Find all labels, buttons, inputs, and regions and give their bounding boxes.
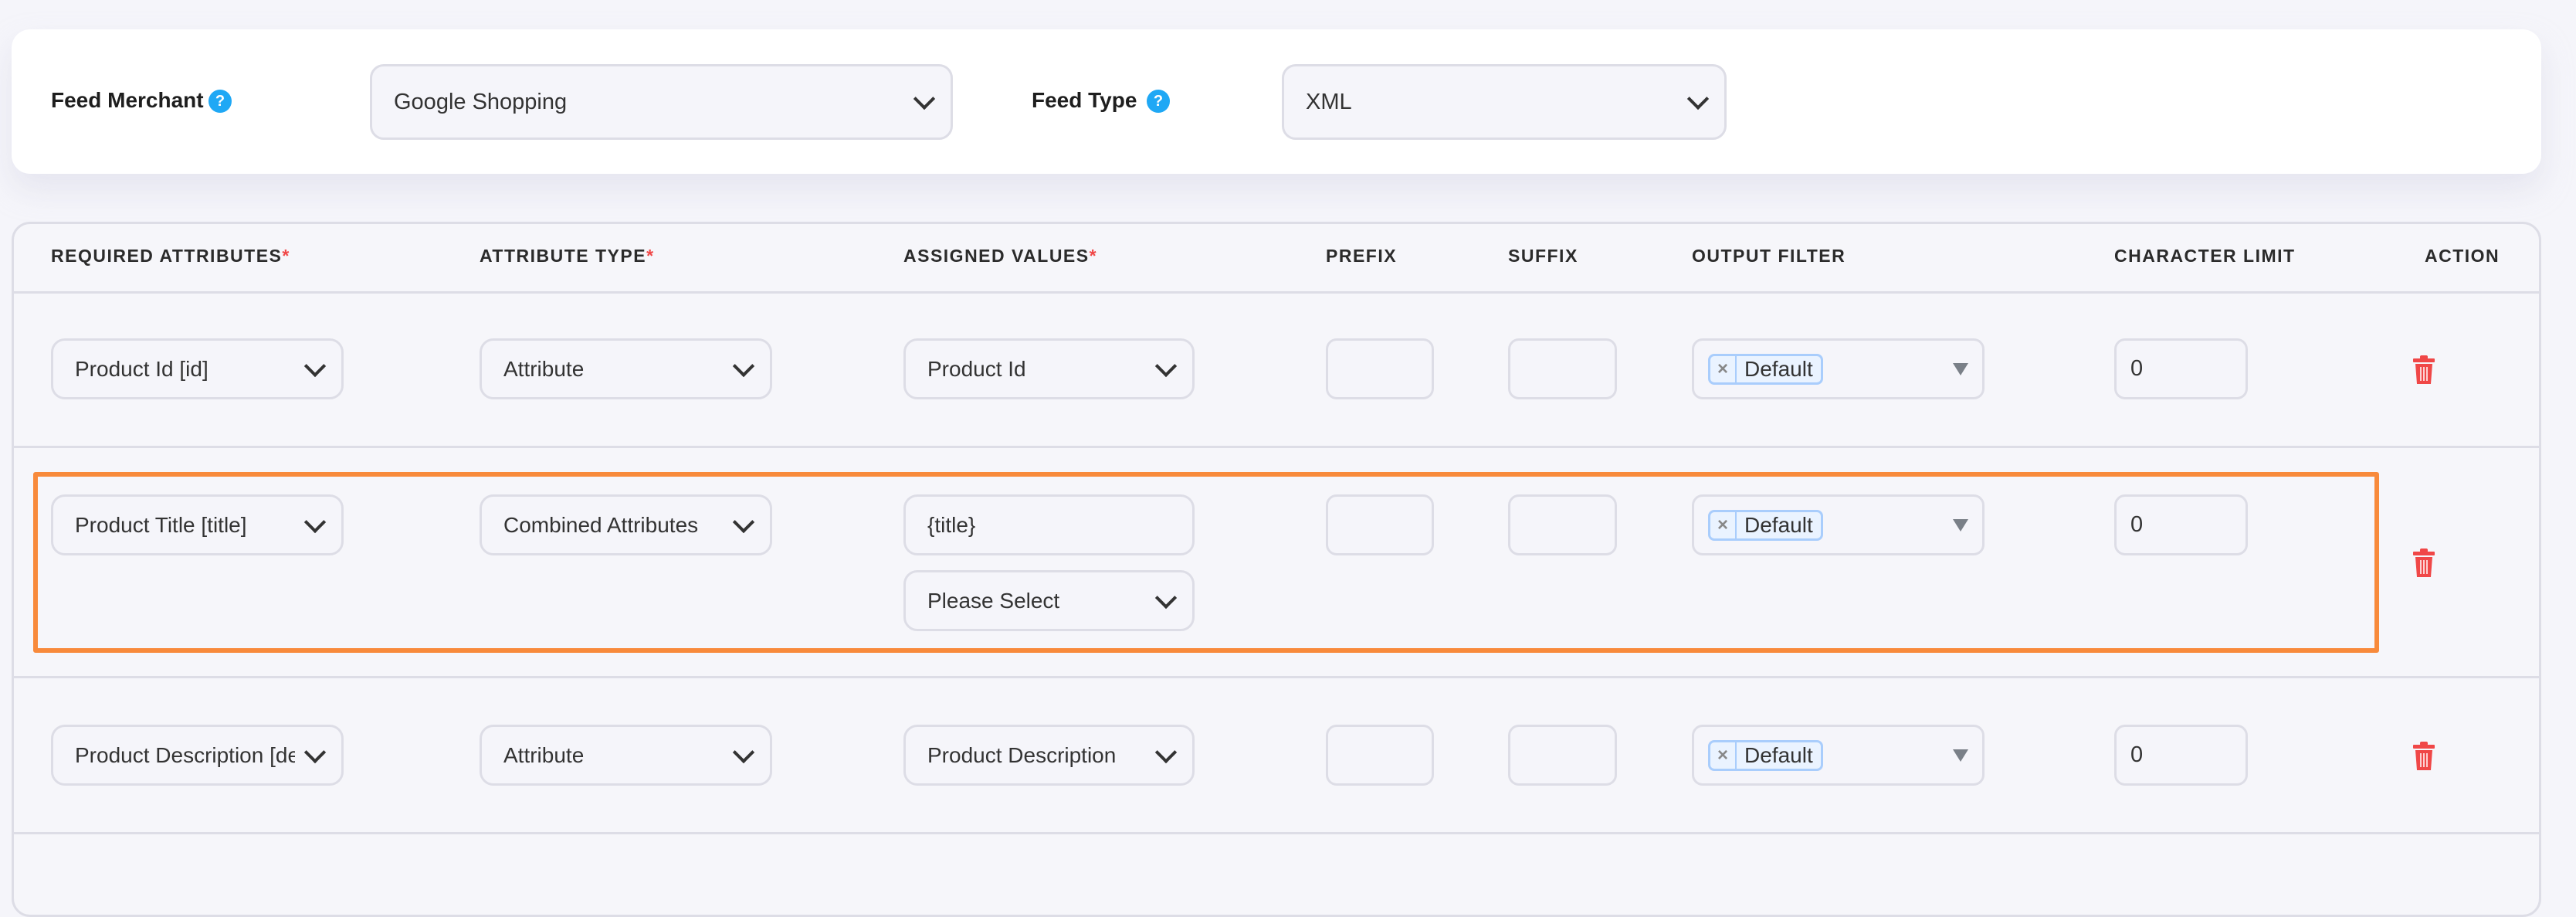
assigned-value-select-value: Please Select: [927, 588, 1060, 613]
chevron-down-icon: [303, 355, 327, 377]
required-mark: *: [282, 246, 290, 266]
character-limit-input[interactable]: 0: [2114, 338, 2248, 399]
column-header-label: CHARACTER LIMIT: [2114, 246, 2296, 266]
output-filter-select[interactable]: × Default: [1692, 725, 1985, 786]
character-limit-input[interactable]: 0: [2114, 725, 2248, 786]
feed-type-select[interactable]: XML: [1282, 64, 1727, 140]
column-header: CHARACTER LIMIT: [2114, 246, 2296, 267]
required-attribute-select-value: Product Title [title]: [75, 512, 247, 537]
caret-down-icon: [1953, 518, 1968, 532]
column-header-label: PREFIX: [1326, 246, 1398, 266]
help-icon[interactable]: ?: [208, 90, 232, 113]
filter-tag-label: Default: [1744, 742, 1813, 767]
suffix-input[interactable]: [1508, 338, 1617, 399]
remove-tag-icon[interactable]: ×: [1710, 742, 1737, 769]
attributes-table: [12, 222, 2541, 917]
column-header: OUTPUT FILTER: [1692, 246, 1846, 267]
prefix-input[interactable]: [1326, 494, 1434, 555]
attribute-type-select-value: Attribute: [503, 356, 585, 381]
remove-tag-icon[interactable]: ×: [1710, 511, 1737, 538]
caret-down-icon: [1953, 362, 1968, 375]
suffix-input[interactable]: [1508, 725, 1617, 786]
trash-icon[interactable]: [2412, 549, 2435, 578]
required-attribute-select-value: Product Description [description]: [75, 742, 295, 767]
chevron-down-icon: [732, 741, 755, 763]
feed-merchant-label: Feed Merchant: [51, 88, 204, 112]
chevron-down-icon: [732, 355, 755, 377]
output-filter-select[interactable]: × Default: [1692, 338, 1985, 399]
chevron-down-icon: [1686, 87, 1710, 110]
assigned-value-select[interactable]: Product Description: [903, 725, 1195, 786]
attribute-type-select-value: Attribute: [503, 742, 585, 767]
filter-tag: × Default: [1708, 509, 1823, 541]
help-icon[interactable]: ?: [1147, 90, 1170, 113]
character-limit-value: 0: [2130, 742, 2144, 767]
attribute-type-select[interactable]: Attribute: [480, 338, 772, 399]
prefix-input[interactable]: [1326, 725, 1434, 786]
feed-type-value: XML: [1306, 89, 1352, 114]
assigned-value-input-value: {title}: [927, 512, 976, 537]
column-header-label: ACTION: [2425, 246, 2500, 266]
feed-type-label: Feed Type: [1032, 88, 1137, 112]
filter-tag: × Default: [1708, 353, 1823, 385]
column-header-label: OUTPUT FILTER: [1692, 246, 1846, 266]
trash-icon[interactable]: [2412, 355, 2435, 385]
assigned-value-select[interactable]: Please Select: [903, 570, 1195, 631]
chevron-down-icon: [1154, 741, 1178, 763]
character-limit-input[interactable]: 0: [2114, 494, 2248, 555]
required-attribute-select[interactable]: Product Description [description]: [51, 725, 344, 786]
divider: [12, 291, 2541, 294]
highlight-box: [33, 472, 2379, 653]
column-header-label: ATTRIBUTE TYPE: [480, 246, 647, 266]
required-attribute-select[interactable]: Product Id [id]: [51, 338, 344, 399]
attribute-type-select-value: Combined Attributes: [503, 512, 699, 537]
column-header-label: REQUIRED ATTRIBUTES: [51, 246, 283, 266]
filter-tag: × Default: [1708, 739, 1823, 771]
prefix-input[interactable]: [1326, 338, 1434, 399]
assigned-value-select-value: Product Id: [927, 356, 1026, 381]
caret-down-icon: [1953, 749, 1968, 762]
column-header: ASSIGNED VALUES*: [903, 246, 1097, 267]
assigned-value-input[interactable]: {title}: [903, 494, 1195, 555]
column-header: ATTRIBUTE TYPE*: [480, 246, 655, 267]
column-header-label: ASSIGNED VALUES: [903, 246, 1090, 266]
feed-merchant-select[interactable]: Google Shopping: [370, 64, 953, 140]
required-mark: *: [646, 246, 655, 266]
trash-icon[interactable]: [2412, 742, 2435, 771]
chevron-down-icon: [1154, 355, 1178, 377]
column-header-label: SUFFIX: [1508, 246, 1578, 266]
chevron-down-icon: [913, 87, 936, 110]
column-header: REQUIRED ATTRIBUTES*: [51, 246, 290, 267]
required-attribute-select-value: Product Id [id]: [75, 356, 208, 381]
character-limit-value: 0: [2130, 512, 2144, 537]
attribute-type-select[interactable]: Combined Attributes: [480, 494, 772, 555]
column-header: SUFFIX: [1508, 246, 1578, 267]
divider: [12, 832, 2541, 834]
chevron-down-icon: [303, 741, 327, 763]
attribute-type-select[interactable]: Attribute: [480, 725, 772, 786]
remove-tag-icon[interactable]: ×: [1710, 355, 1737, 382]
required-mark: *: [1089, 246, 1098, 266]
filter-tag-label: Default: [1744, 512, 1813, 537]
required-attribute-select[interactable]: Product Title [title]: [51, 494, 344, 555]
feed-merchant-value: Google Shopping: [394, 89, 568, 114]
divider: [12, 676, 2541, 678]
character-limit-value: 0: [2130, 356, 2144, 381]
column-header: PREFIX: [1326, 246, 1397, 267]
assigned-value-select[interactable]: Product Id: [903, 338, 1195, 399]
assigned-value-select-value: Product Description: [927, 742, 1117, 767]
suffix-input[interactable]: [1508, 494, 1617, 555]
column-header: ACTION: [2425, 246, 2500, 267]
filter-tag-label: Default: [1744, 356, 1813, 381]
divider: [12, 446, 2541, 448]
output-filter-select[interactable]: × Default: [1692, 494, 1985, 555]
